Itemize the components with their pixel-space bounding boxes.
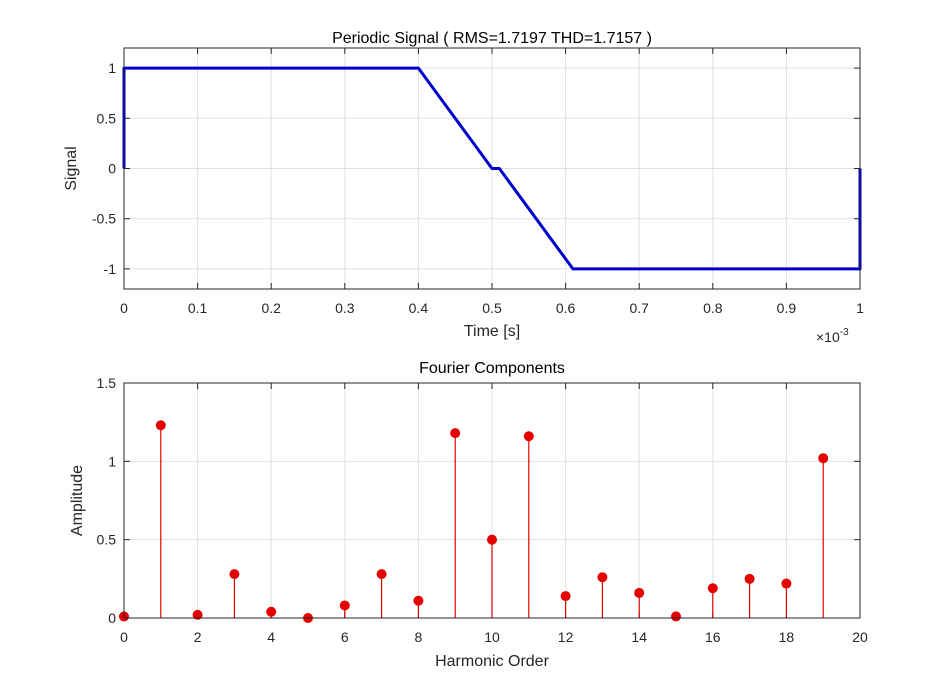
- fourier-x-tick-label: 8: [415, 629, 423, 645]
- fourier-y-label: Amplitude: [69, 465, 86, 536]
- fourier-title: Fourier Components: [419, 360, 565, 377]
- x-axis-multiplier: ×10-3: [816, 327, 849, 345]
- fourier-stem-marker: [634, 587, 645, 598]
- fourier-axes-frame: [123, 382, 861, 619]
- fourier-x-label: Harmonic Order: [435, 653, 549, 670]
- signal-x-tick-label: 0.1: [188, 300, 208, 316]
- fourier-stem-marker: [560, 591, 571, 602]
- fourier-stem-marker: [450, 428, 461, 439]
- signal-x-label: Time [s]: [464, 323, 520, 340]
- fourier-x-tick-label: 10: [484, 629, 500, 645]
- signal-x-tick-label: 0.8: [703, 300, 723, 316]
- signal-y-tick-label: -1: [104, 261, 117, 277]
- fourier-stems: [119, 420, 829, 623]
- fourier-stem-marker: [781, 578, 792, 589]
- fourier-y-tick-label: 0: [108, 610, 116, 626]
- signal-line: [122, 66, 862, 271]
- fourier-stem-marker: [487, 534, 497, 545]
- fourier-stem-marker: [597, 572, 608, 583]
- signal-y-label: Signal: [63, 146, 80, 190]
- signal-y-tick-label: 1: [108, 60, 116, 76]
- fourier-x-tick-label: 18: [779, 629, 795, 645]
- signal-x-tick-label: 0.7: [629, 300, 649, 316]
- signal-y-tick-label: -0.5: [92, 211, 116, 227]
- fourier-stem-marker: [413, 595, 424, 606]
- fourier-stem-marker: [523, 431, 534, 442]
- fourier-y-tick-label: 1: [108, 453, 116, 469]
- signal-y-tick-label: 0: [108, 161, 116, 177]
- multiplier-exponent: -3: [840, 327, 849, 338]
- fourier-stem-marker: [339, 600, 350, 611]
- signal-plot: 0 0.1 0.2 0.3 0.4 0.5 0.6 0.7 0.8 0.9 1 1 0.5 0 -0.5 -1…: [63, 30, 864, 345]
- fourier-stem-marker: [376, 569, 387, 580]
- fourier-x-tick-label: 2: [194, 629, 202, 645]
- fourier-x-tick-label: 0: [120, 629, 128, 645]
- fourier-stem-marker: [671, 611, 681, 622]
- fourier-x-tick-label: 14: [631, 629, 647, 645]
- signal-axes-frame: [123, 47, 861, 290]
- fourier-x-tick-label: 16: [705, 629, 721, 645]
- signal-x-tick-label: 1: [856, 300, 864, 316]
- fourier-stem-marker: [744, 573, 755, 584]
- signal-x-tick-label: 0: [120, 300, 128, 316]
- signal-x-tick-label: 0.6: [556, 300, 576, 316]
- signal-x-tick-label: 0.9: [777, 300, 797, 316]
- fourier-plot: 0 2 4 6 8 10 12 14 16 18 20 1.5 1 0.5 0 Fourier Compon…: [69, 360, 868, 670]
- fourier-stem-marker: [818, 453, 829, 464]
- fourier-stem-marker: [155, 420, 166, 431]
- fourier-tick-labels: 0 2 4 6 8 10 12 14 16 18 20 1.5 1 0.5 0: [97, 375, 868, 645]
- fourier-x-tick-label: 20: [852, 629, 868, 645]
- fourier-x-tick-label: 12: [558, 629, 574, 645]
- signal-x-tick-label: 0.3: [335, 300, 355, 316]
- signal-tick-labels: 0 0.1 0.2 0.3 0.4 0.5 0.6 0.7 0.8 0.9 1 1 0.5 0 -0.5 -1: [92, 60, 864, 316]
- fourier-y-tick-label: 1.5: [97, 375, 117, 391]
- signal-x-tick-label: 0.2: [261, 300, 281, 316]
- signal-x-tick-label: 0.5: [482, 300, 502, 316]
- fourier-stem-marker: [229, 569, 240, 580]
- fourier-stem-marker: [266, 606, 277, 617]
- multiplier-base: ×10: [816, 329, 840, 345]
- fourier-x-tick-label: 4: [267, 629, 275, 645]
- fourier-x-tick-label: 6: [341, 629, 349, 645]
- fourier-stem-marker: [192, 609, 203, 620]
- fourier-y-tick-label: 0.5: [97, 532, 117, 548]
- fourier-stem-marker: [707, 583, 718, 594]
- signal-title: Periodic Signal ( RMS=1.7197 THD=1.7157 …: [332, 30, 652, 47]
- signal-x-tick-label: 0.4: [409, 300, 429, 316]
- signal-y-tick-label: 0.5: [97, 110, 117, 126]
